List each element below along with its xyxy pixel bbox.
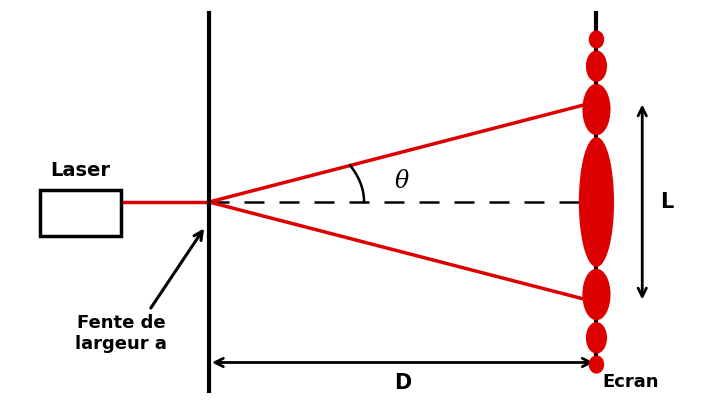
Ellipse shape [587, 323, 607, 353]
Ellipse shape [583, 269, 610, 320]
Text: L: L [660, 192, 673, 212]
FancyBboxPatch shape [40, 190, 121, 236]
Ellipse shape [590, 31, 604, 48]
Ellipse shape [580, 138, 614, 266]
Ellipse shape [590, 356, 604, 373]
Text: Laser: Laser [51, 161, 110, 180]
Text: Fente de
largeur a: Fente de largeur a [75, 314, 167, 353]
Ellipse shape [583, 84, 610, 135]
Text: Ecran: Ecran [602, 372, 659, 391]
Text: θ: θ [395, 170, 409, 193]
Ellipse shape [587, 51, 607, 81]
Text: D: D [395, 372, 411, 393]
